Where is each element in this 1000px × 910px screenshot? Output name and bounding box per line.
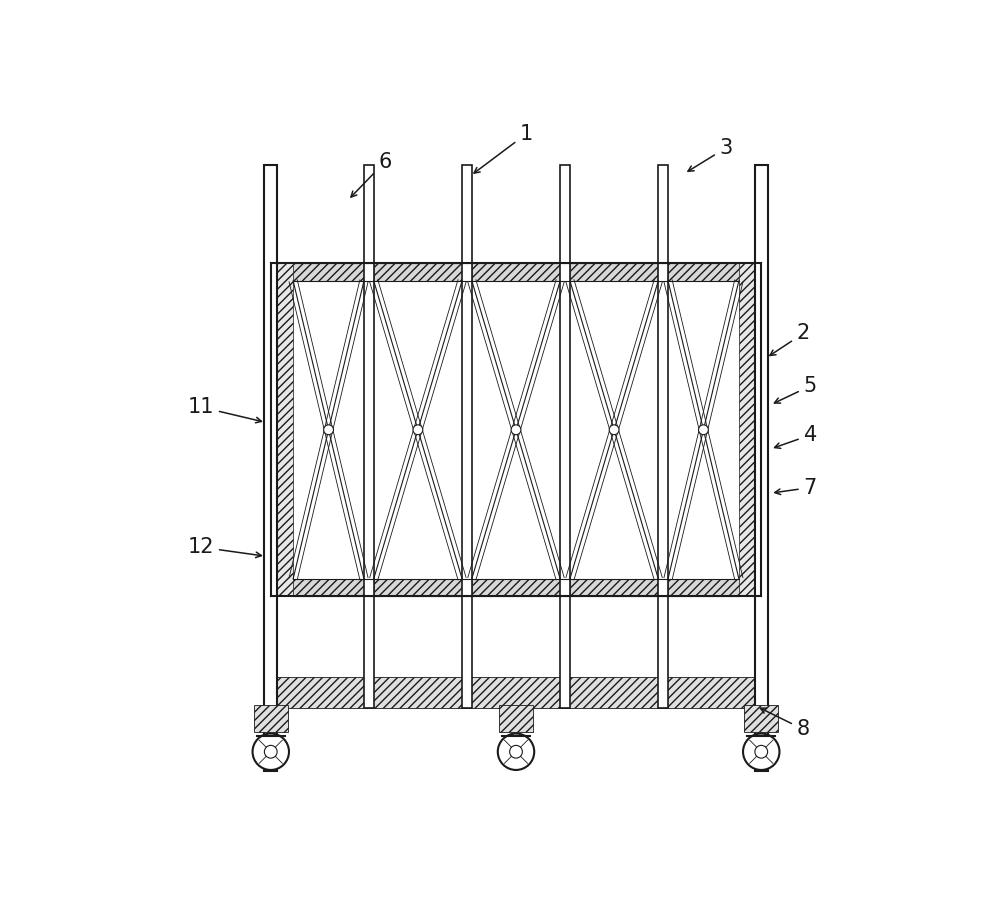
Bar bbox=[264, 263, 293, 596]
Bar bbox=[570, 579, 658, 596]
Bar bbox=[658, 166, 668, 708]
Circle shape bbox=[264, 745, 277, 758]
Bar bbox=[264, 166, 277, 772]
Bar bbox=[374, 263, 462, 281]
Circle shape bbox=[324, 425, 333, 435]
Text: 12: 12 bbox=[187, 537, 261, 558]
Circle shape bbox=[755, 745, 768, 758]
Text: 8: 8 bbox=[760, 708, 810, 739]
Text: 4: 4 bbox=[775, 425, 817, 449]
Text: 2: 2 bbox=[770, 323, 810, 356]
Text: 3: 3 bbox=[688, 137, 733, 171]
Bar bbox=[668, 579, 739, 596]
Bar bbox=[499, 705, 533, 733]
Text: 7: 7 bbox=[775, 478, 817, 498]
Circle shape bbox=[413, 425, 423, 435]
Bar bbox=[668, 263, 739, 281]
Bar bbox=[739, 263, 768, 596]
Bar bbox=[560, 166, 570, 708]
Circle shape bbox=[510, 745, 522, 758]
Text: 1: 1 bbox=[474, 124, 533, 173]
Bar bbox=[364, 166, 374, 708]
Circle shape bbox=[253, 733, 289, 770]
Bar bbox=[293, 263, 364, 281]
Circle shape bbox=[609, 425, 619, 435]
Bar bbox=[264, 677, 768, 708]
Bar bbox=[374, 579, 462, 596]
Bar bbox=[254, 705, 288, 733]
Bar bbox=[293, 579, 364, 596]
Bar bbox=[462, 166, 472, 708]
Bar bbox=[755, 166, 768, 772]
Bar bbox=[472, 263, 560, 281]
Circle shape bbox=[511, 425, 521, 435]
Text: 5: 5 bbox=[774, 376, 817, 403]
Bar bbox=[472, 579, 560, 596]
Circle shape bbox=[699, 425, 708, 435]
Text: 6: 6 bbox=[351, 152, 392, 197]
Bar bbox=[570, 263, 658, 281]
Bar bbox=[744, 705, 778, 733]
Text: 11: 11 bbox=[187, 397, 261, 423]
Circle shape bbox=[498, 733, 534, 770]
Circle shape bbox=[743, 733, 779, 770]
